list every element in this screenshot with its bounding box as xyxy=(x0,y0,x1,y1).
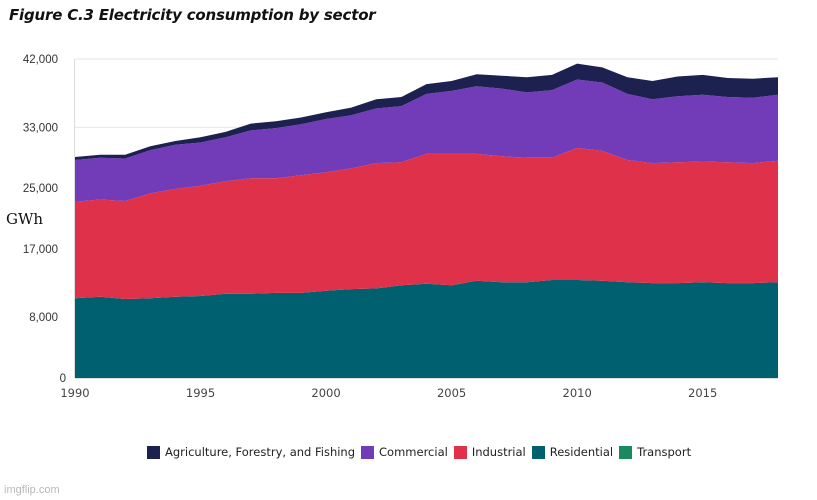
legend-swatch xyxy=(147,445,160,459)
y-axis-label: GWh xyxy=(6,210,43,228)
area-agriculture-forestry-and-fishing xyxy=(75,63,778,160)
legend-label: Industrial xyxy=(471,445,526,459)
x-tick-label: 1990 xyxy=(60,386,89,400)
y-tick-label: 17,000 xyxy=(23,244,58,256)
legend-item: Agriculture, Forestry, and Fishing xyxy=(147,445,355,459)
chart-title: Figure C.3 Electricity consumption by se… xyxy=(9,6,376,24)
legend-swatch xyxy=(453,445,467,459)
stacked-area-chart: 0 8,000 17,000 25,000 33,000 42,000 1990 1995 2… xyxy=(6,54,778,400)
y-tick-label: 33,000 xyxy=(23,122,58,134)
legend-swatch xyxy=(361,445,375,459)
legend-label: Commercial xyxy=(379,445,448,459)
legend-item: Industrial xyxy=(453,445,526,459)
y-tick-labels: 0 8,000 17,000 25,000 33,000 42,000 xyxy=(23,54,66,385)
x-tick-labels: 1990 1995 2000 2005 2010 2015 xyxy=(60,386,717,400)
legend-swatch xyxy=(531,445,545,459)
area-residential xyxy=(75,280,778,378)
legend-item: Commercial xyxy=(361,445,448,459)
x-tick-label: 2015 xyxy=(688,386,717,400)
y-tick-label: 25,000 xyxy=(23,183,58,195)
area-industrial xyxy=(75,147,778,299)
y-tick-label: 42,000 xyxy=(23,54,58,66)
legend-item: Transport xyxy=(619,445,691,459)
legend-label: Agriculture, Forestry, and Fishing xyxy=(165,445,356,459)
x-tick-label: 2010 xyxy=(563,386,592,400)
y-tick-label: 8,000 xyxy=(29,312,58,324)
x-tick-label: 2000 xyxy=(311,386,340,400)
chart-legend: Agriculture, Forestry, and Fishing Commer… xyxy=(147,445,697,459)
watermark: imgflip.com xyxy=(4,484,60,496)
y-tick-label: 0 xyxy=(60,373,66,385)
area-series-group xyxy=(75,63,778,378)
legend-label: Transport xyxy=(637,445,692,459)
x-tick-label: 2005 xyxy=(437,386,466,400)
legend-item: Residential xyxy=(531,445,614,459)
area-commercial xyxy=(75,79,778,202)
legend-swatch xyxy=(619,445,633,459)
legend-label: Residential xyxy=(549,445,614,459)
x-tick-label: 1995 xyxy=(186,386,215,400)
